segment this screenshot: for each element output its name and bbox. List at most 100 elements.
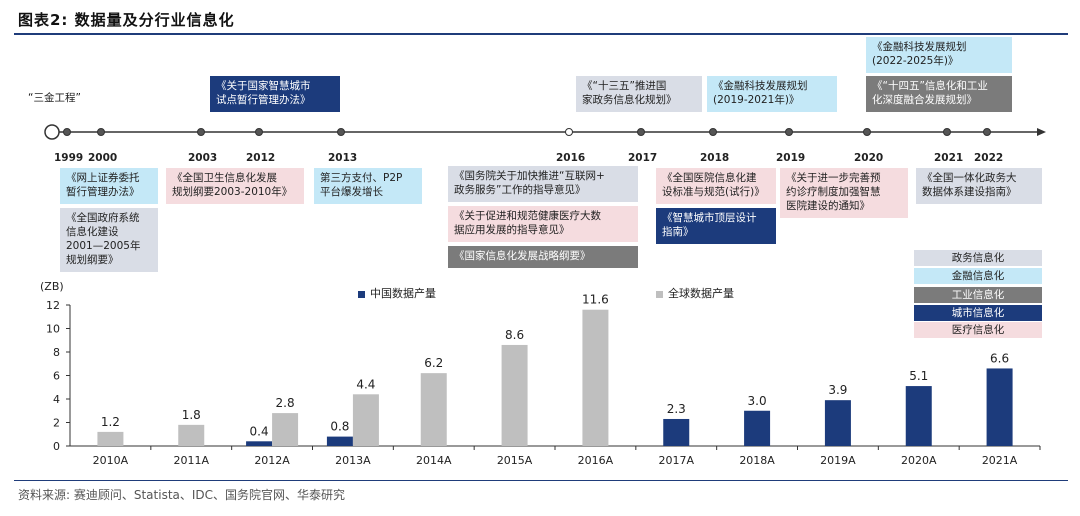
timeline-dot-2022 [983,128,991,136]
china-bar-2013A [326,436,353,446]
global-label-2013A: 4.4 [356,377,375,391]
legend-china-swatch [358,290,365,298]
y-tick-label-10: 10 [46,323,60,336]
x-tick-label-2020A: 2020A [901,454,937,467]
legend-china-label: 中国数据产量 [370,287,436,300]
timeline-dot-2013 [337,128,345,136]
top-rule [14,33,1068,35]
x-tick-label-2017A: 2017A [658,454,694,467]
timeline-start-circle [44,124,60,140]
china-bar-2018A [744,410,771,446]
china-label-2012A: 0.4 [250,424,269,438]
x-tick-label-2015A: 2015A [497,454,533,467]
global-label-2014A: 6.2 [424,356,443,370]
event-health-2003: 《全国卫生信息化发展 规划纲要2003-2010年》 [166,168,304,204]
china-label-2013A: 0.8 [330,420,349,434]
china-bar-2021A [986,368,1013,446]
timeline-year-2003: 2003 [188,152,218,164]
x-tick-label-2021A: 2021A [982,454,1018,467]
x-tick-label-2012A: 2012A [254,454,290,467]
event-sanjin: “三金工程” [28,92,81,104]
source-note: 资料来源: 赛迪顾问、Statista、IDC、国务院官网、华泰研究 [18,488,346,502]
event-14th-industrial: 《“十四五”信息化和工业 化深度融合发展规划》 [866,76,1012,112]
timeline-year-2018: 2018 [700,152,730,164]
timeline-year-2013: 2013 [328,152,358,164]
timeline-dot-2000 [97,128,105,136]
china-bar-2020A [905,386,932,446]
y-tick-label-6: 6 [53,370,60,383]
timeline-dot-2017 [637,128,645,136]
x-tick-label-2013A: 2013A [335,454,371,467]
global-label-2011A: 1.8 [182,408,201,422]
global-bar-2012A [272,413,299,446]
china-bar-2017A [663,418,690,446]
timeline-dot-2016 [565,128,573,136]
china-label-2018A: 3.0 [748,394,767,408]
timeline-arrow [1037,128,1046,136]
legend-global-label: 全球数据产量 [668,287,734,300]
event-gov-big-data: 《全国一体化政务大 数据体系建设指南》 [916,168,1042,204]
timeline-year-2022: 2022 [974,152,1004,164]
event-hospital-standard: 《全国医院信息化建 设标准与规范(试行)》 [656,168,776,204]
event-fintech-2019: 《金融科技发展规划 (2019-2021年)》 [707,76,837,112]
x-tick-label-2014A: 2014A [416,454,452,467]
event-online-securities: 《网上证券委托 暂行管理办法》 [60,168,158,204]
global-label-2012A: 2.8 [276,396,295,410]
timeline-dot-2003 [197,128,205,136]
legend-city: 城市信息化 [914,305,1042,321]
global-bar-2014A [420,373,447,446]
event-internet-plus-gov: 《国务院关于加快推进“互联网+ 政务服务”工作的指导意见》 [448,166,638,202]
global-bar-2013A [352,394,379,446]
timeline-year-2021: 2021 [934,152,964,164]
global-label-2010A: 1.2 [101,415,120,429]
timeline-year-2016: 2016 [556,152,586,164]
global-bar-2011A [178,424,205,446]
china-label-2021A: 6.6 [990,351,1009,365]
x-tick-label-2011A: 2011A [173,454,209,467]
china-bar-2019A [824,400,851,446]
event-smart-hospital: 《关于进一步完善预 约诊疗制度加强智慧 医院建设的通知》 [780,168,908,218]
china-bar-2012A [246,441,273,446]
x-tick-label-2010A: 2010A [93,454,129,467]
global-bar-2010A [97,431,124,446]
x-tick-label-2018A: 2018A [739,454,775,467]
event-national-strategy: 《国家信息化发展战略纲要》 [448,246,638,268]
timeline-year-2019: 2019 [776,152,806,164]
y-tick-label-4: 4 [53,393,60,406]
timeline-dot-1999 [63,128,71,136]
timeline-dot-2021 [943,128,951,136]
figure-title: 图表2: 数据量及分行业信息化 [18,11,235,29]
event-third-party-payment: 第三方支付、P2P 平台爆发增长 [314,168,422,204]
legend-gov: 政务信息化 [914,250,1042,266]
global-bar-2016A [582,309,609,446]
x-tick-label-2019A: 2019A [820,454,856,467]
legend-med: 医疗信息化 [914,322,1042,338]
timeline-dot-2019 [785,128,793,136]
timeline-dot-2020 [863,128,871,136]
y-tick-label-2: 2 [53,417,60,430]
legend-global-swatch [656,290,663,298]
global-label-2015A: 8.6 [505,328,524,342]
event-gov-informatization-2001: 《全国政府系统 信息化建设 2001—2005年 规划纲要》 [60,208,158,272]
legend-china-series: 中国数据产量 [358,285,436,301]
timeline-year-2017: 2017 [628,152,658,164]
y-tick-label-0: 0 [53,440,60,453]
china-label-2019A: 3.9 [828,383,847,397]
timeline-year-1999: 1999 [54,152,84,164]
global-bar-2015A [501,344,528,446]
timeline-dot-2012 [255,128,263,136]
y-axis-label: (ZB) [40,280,64,293]
china-label-2020A: 5.1 [909,369,928,383]
legend-ind: 工业信息化 [914,287,1042,303]
legend-global-series: 全球数据产量 [656,285,734,301]
event-health-big-data: 《关于促进和规范健康医疗大数 据应用发展的指导意见》 [448,206,638,242]
event-fintech-2022: 《金融科技发展规划 (2022-2025年)》 [866,37,1012,73]
timeline-year-2012: 2012 [246,152,276,164]
china-label-2017A: 2.3 [667,402,686,416]
global-label-2016A: 11.6 [582,293,609,307]
timeline-year-2000: 2000 [88,152,118,164]
y-tick-label-12: 12 [46,299,60,312]
timeline-year-2020: 2020 [854,152,884,164]
event-smart-city-guide: 《智慧城市顶层设计 指南》 [656,208,776,244]
timeline-dot-2018 [709,128,717,136]
